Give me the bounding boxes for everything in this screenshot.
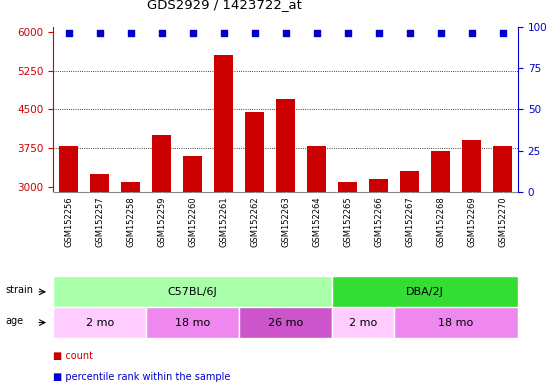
Text: 2 mo: 2 mo bbox=[349, 318, 377, 328]
Text: GSM152266: GSM152266 bbox=[374, 196, 383, 247]
Bar bbox=[183, 156, 202, 342]
Point bbox=[157, 30, 166, 36]
Text: DBA/2J: DBA/2J bbox=[406, 287, 444, 297]
Text: 26 mo: 26 mo bbox=[268, 318, 303, 328]
Point bbox=[374, 30, 383, 36]
Bar bbox=[122, 182, 140, 342]
Point bbox=[436, 30, 445, 36]
Point bbox=[64, 30, 73, 36]
Bar bbox=[307, 146, 326, 342]
Text: GSM152267: GSM152267 bbox=[405, 196, 414, 247]
Point bbox=[126, 30, 135, 36]
Point bbox=[312, 30, 321, 36]
Text: GSM152259: GSM152259 bbox=[157, 196, 166, 247]
Point bbox=[343, 30, 352, 36]
Point bbox=[95, 30, 104, 36]
Bar bbox=[400, 171, 419, 342]
Text: GSM152261: GSM152261 bbox=[219, 196, 228, 247]
Point bbox=[219, 30, 228, 36]
Text: C57BL/6J: C57BL/6J bbox=[168, 287, 217, 297]
Bar bbox=[276, 99, 295, 342]
Text: GSM152263: GSM152263 bbox=[281, 196, 290, 247]
Bar bbox=[53, 307, 146, 338]
Point bbox=[467, 30, 476, 36]
Bar bbox=[431, 151, 450, 342]
Bar bbox=[53, 276, 332, 307]
Bar bbox=[338, 182, 357, 342]
Bar bbox=[332, 307, 394, 338]
Text: GSM152257: GSM152257 bbox=[95, 196, 104, 247]
Text: GSM152262: GSM152262 bbox=[250, 196, 259, 247]
Bar bbox=[462, 141, 481, 342]
Text: GSM152260: GSM152260 bbox=[188, 196, 197, 247]
Text: GSM152256: GSM152256 bbox=[64, 196, 73, 247]
Bar bbox=[493, 146, 512, 342]
Text: GDS2929 / 1423722_at: GDS2929 / 1423722_at bbox=[147, 0, 301, 12]
Point bbox=[498, 30, 507, 36]
Point bbox=[250, 30, 259, 36]
Text: age: age bbox=[6, 316, 24, 326]
Text: 18 mo: 18 mo bbox=[175, 318, 210, 328]
Bar bbox=[245, 112, 264, 342]
Point bbox=[281, 30, 290, 36]
Bar bbox=[369, 179, 388, 342]
Text: GSM152264: GSM152264 bbox=[312, 196, 321, 247]
Text: GSM152258: GSM152258 bbox=[126, 196, 135, 247]
Text: GSM152269: GSM152269 bbox=[467, 196, 476, 247]
Text: strain: strain bbox=[6, 285, 34, 295]
Bar bbox=[146, 307, 239, 338]
Text: GSM152265: GSM152265 bbox=[343, 196, 352, 247]
Bar bbox=[214, 55, 233, 342]
Text: ■ percentile rank within the sample: ■ percentile rank within the sample bbox=[53, 372, 231, 382]
Bar bbox=[239, 307, 332, 338]
Text: ■ count: ■ count bbox=[53, 351, 93, 361]
Bar bbox=[394, 307, 518, 338]
Bar bbox=[152, 135, 171, 342]
Text: 18 mo: 18 mo bbox=[438, 318, 474, 328]
Point bbox=[405, 30, 414, 36]
Text: GSM152268: GSM152268 bbox=[436, 196, 445, 247]
Bar bbox=[332, 276, 518, 307]
Bar bbox=[59, 146, 78, 342]
Point bbox=[188, 30, 197, 36]
Bar bbox=[90, 174, 109, 342]
Text: GSM152270: GSM152270 bbox=[498, 196, 507, 247]
Text: 2 mo: 2 mo bbox=[86, 318, 114, 328]
